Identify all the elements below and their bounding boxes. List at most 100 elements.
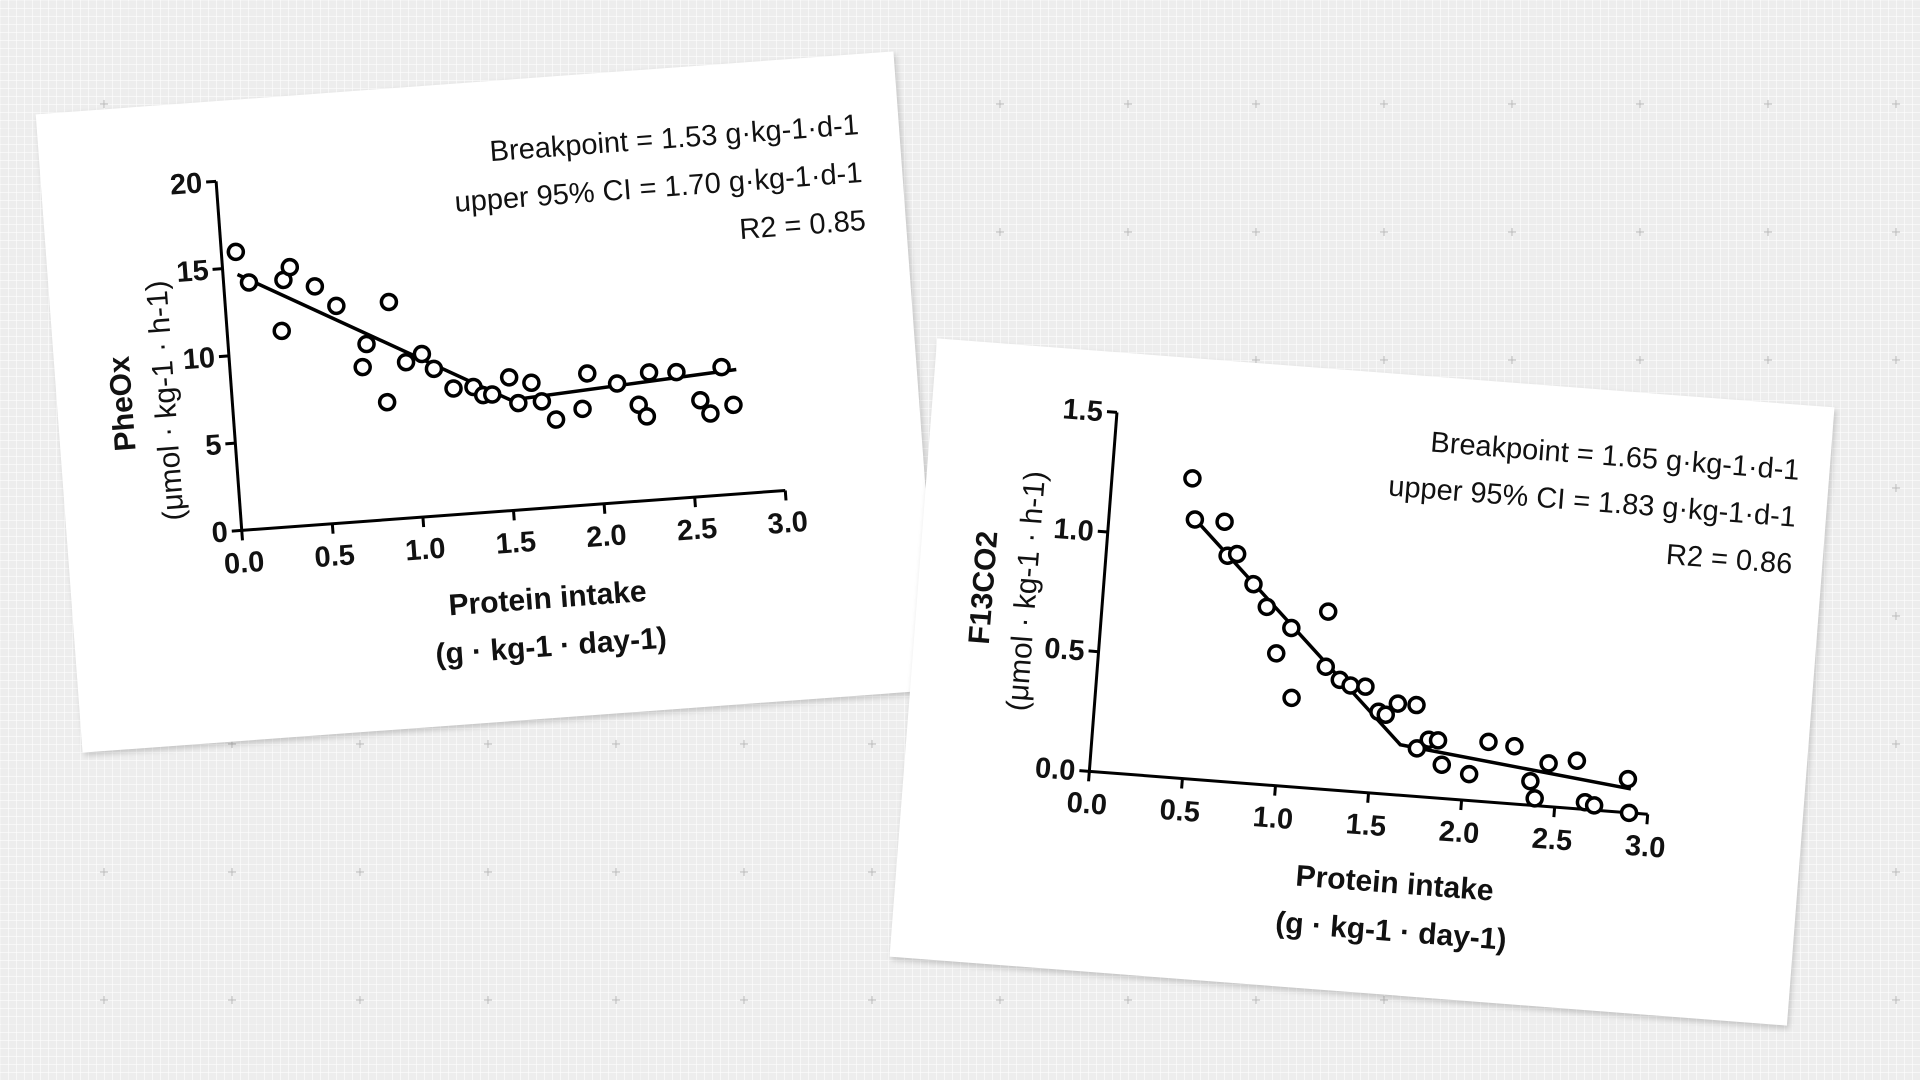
x-tick-label: 2.0 [585, 519, 628, 554]
y-tick-label: 0 [211, 516, 229, 549]
x-tick-labels: 0.0 0.5 1.0 1.5 2.0 2.5 3.0 [223, 506, 809, 581]
x-tick-mark [1273, 785, 1277, 796]
data-points [1183, 469, 1639, 823]
grid-cross-mark [740, 868, 748, 876]
grid-cross-mark [1764, 356, 1772, 364]
y-axis-units: (μmol · kg-1 · h-1) [140, 279, 191, 521]
data-point [1282, 688, 1301, 708]
data-point [1376, 705, 1396, 724]
grid-cross-mark [100, 996, 108, 1004]
grid-cross-mark [356, 740, 364, 748]
data-point [1567, 751, 1587, 770]
x-tick-label: 1.0 [404, 533, 447, 568]
data-points [226, 242, 743, 429]
y-tick-label: 20 [169, 167, 204, 201]
data-point [272, 321, 291, 341]
x-axis-label: Protein intake [447, 575, 647, 622]
grid-cross-mark [1892, 740, 1900, 748]
y-tick-label: 10 [182, 342, 217, 376]
annotation-r2: R2 = 0.85 [738, 205, 867, 246]
data-point [1257, 597, 1277, 617]
data-point [712, 357, 731, 377]
data-point [424, 359, 444, 379]
grid-cross-mark [1508, 356, 1516, 364]
grid-cross-mark [996, 100, 1004, 108]
y-tick-label: 1.0 [1052, 513, 1095, 548]
data-point [226, 242, 246, 262]
annotation-breakpoint: Breakpoint = 1.53 g·kg-1·d-1 [489, 109, 860, 168]
x-tick-mark [1087, 771, 1091, 782]
data-point [1185, 510, 1205, 529]
data-point [1244, 574, 1263, 594]
grid-cross-mark [228, 868, 236, 876]
x-tick-label: 1.5 [1345, 808, 1388, 843]
y-tick-labels: 0 5 10 15 20 [169, 167, 229, 549]
data-point [1619, 803, 1639, 823]
x-tick-mark [1366, 792, 1371, 803]
grid-cross-mark [100, 868, 108, 876]
x-tick-label: 0.0 [1065, 787, 1108, 822]
data-point [667, 362, 686, 382]
x-tick-labels: 0.0 0.5 1.0 1.5 2.0 2.5 3.0 [1065, 787, 1666, 865]
data-point [1356, 677, 1375, 696]
data-point [353, 357, 372, 377]
grid-cross-mark [612, 740, 620, 748]
data-point [639, 363, 659, 382]
y-axis-units: (μmol · kg-1 · h-1) [1001, 470, 1052, 712]
grid-cross-mark [740, 996, 748, 1004]
y-tick-label: 5 [204, 429, 222, 462]
x-tick-mark [1552, 807, 1557, 818]
grid-cross-mark [1892, 484, 1900, 492]
grid-cross-mark [1380, 996, 1388, 1004]
grid-cross-mark [1508, 100, 1516, 108]
y-tick-mark [206, 179, 217, 184]
grid-cross-mark [1380, 100, 1388, 108]
grid-cross-mark [740, 740, 748, 748]
data-point [578, 364, 597, 383]
x-tick-mark [602, 503, 607, 514]
annotation-block: Breakpoint = 1.65 g·kg-1·d-1 upper 95% C… [1387, 427, 1801, 581]
data-point [637, 407, 657, 426]
grid-cross-mark [356, 868, 364, 876]
data-point [1318, 602, 1338, 621]
y-tick-mark [1088, 649, 1099, 654]
grid-cross-mark [100, 100, 108, 108]
grid-cross-mark [1252, 996, 1260, 1004]
data-point [412, 344, 432, 364]
grid-cross-mark [1124, 228, 1132, 236]
data-point [607, 374, 627, 393]
grid-cross-mark [484, 868, 492, 876]
x-tick-mark [512, 510, 516, 521]
grid-cross-mark [1124, 100, 1132, 108]
x-tick-label: 2.5 [1531, 823, 1574, 858]
y-tick-label: 0.0 [1034, 752, 1077, 787]
x-tick-mark [421, 516, 426, 528]
data-point [1479, 732, 1498, 752]
data-point [691, 390, 710, 410]
fit-line [1191, 515, 1632, 791]
chart-card-pheox: Breakpoint = 1.53 g·kg-1·d-1 upper 95% C… [35, 51, 941, 753]
data-point [1521, 771, 1540, 791]
x-tick-label: 1.0 [1252, 801, 1295, 836]
x-tick-label: 2.5 [676, 513, 719, 548]
data-point [1505, 737, 1524, 756]
grid-cross-mark [356, 996, 364, 1004]
data-point [483, 385, 502, 404]
annotation-block: Breakpoint = 1.53 g·kg-1·d-1 upper 95% C… [454, 109, 867, 246]
y-tick-mark [1079, 769, 1090, 773]
grid-cross-mark [1252, 228, 1260, 236]
grid-cross-mark [1252, 100, 1260, 108]
grid-cross-mark [1764, 228, 1772, 236]
data-point [701, 404, 720, 423]
x-tick-label: 0.0 [223, 546, 266, 581]
y-axis-line [1087, 412, 1119, 772]
data-point [357, 334, 376, 354]
x-tick-label: 0.5 [1159, 794, 1202, 829]
data-point [1316, 657, 1336, 677]
data-point [1407, 695, 1426, 715]
y-tick-labels: 0.0 0.5 1.0 1.5 [1034, 393, 1104, 787]
data-point [499, 368, 519, 387]
data-point [327, 296, 346, 316]
grid-cross-mark [1636, 228, 1644, 236]
data-point [532, 392, 552, 411]
